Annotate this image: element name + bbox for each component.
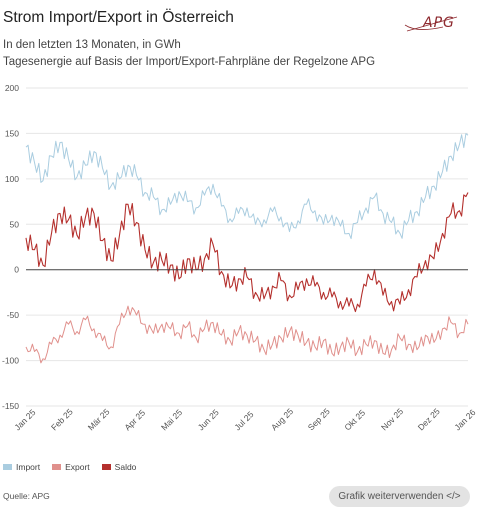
- legend-swatch-export: [52, 464, 62, 470]
- x-tick-label: Jun 25: [196, 407, 221, 432]
- legend-swatch-saldo: [101, 464, 111, 470]
- series-line-export: [25, 305, 469, 364]
- x-tick-label: Nov 25: [379, 406, 405, 432]
- x-tick-label: Mär 25: [86, 406, 112, 432]
- reuse-graphic-button[interactable]: Grafik weiterverwenden </>: [329, 486, 470, 507]
- x-tick-label: Mai 25: [159, 407, 184, 432]
- chart-description: Tagesenergie auf Basis der Import/Export…: [3, 56, 376, 68]
- x-tick-label: Apr 25: [122, 407, 147, 432]
- legend-label-export: Export: [65, 462, 90, 472]
- legend-item-saldo[interactable]: Saldo: [101, 462, 137, 472]
- x-tick-label: Okt 25: [342, 407, 367, 432]
- legend-item-export[interactable]: Export: [52, 462, 90, 472]
- y-tick-label: -150: [2, 401, 19, 411]
- logo-text: APG: [422, 15, 455, 31]
- legend-swatch-import: [3, 464, 12, 470]
- y-tick-label: 200: [5, 83, 19, 93]
- x-tick-label: Jul 25: [232, 409, 255, 432]
- y-tick-label: 100: [5, 174, 19, 184]
- series-line-import: [25, 133, 469, 240]
- legend-label-saldo: Saldo: [114, 462, 137, 472]
- y-tick-label: 0: [14, 265, 19, 275]
- chart-title: Strom Import/Export in Österreich: [3, 9, 234, 26]
- x-tick-label: Jan 26: [452, 407, 477, 432]
- legend-item-import[interactable]: Import: [3, 462, 40, 472]
- y-tick-label: 50: [10, 219, 20, 229]
- x-tick-label: Feb 25: [49, 406, 75, 432]
- series-line-saldo: [25, 192, 469, 313]
- apg-logo: APG: [404, 15, 458, 32]
- y-tick-label: 150: [5, 128, 19, 138]
- source-note: Quelle: APG: [3, 491, 50, 501]
- y-tick-label: -50: [7, 310, 20, 320]
- chart-subtitle: In den letzten 13 Monaten, in GWh: [3, 39, 181, 51]
- x-tick-label: Dez 25: [416, 406, 442, 432]
- legend: Import Export Saldo: [3, 462, 136, 472]
- legend-label-import: Import: [16, 462, 41, 472]
- x-tick-label: Sep 25: [306, 406, 332, 432]
- y-tick-label: -100: [2, 356, 19, 366]
- x-tick-label: Aug 25: [269, 406, 295, 432]
